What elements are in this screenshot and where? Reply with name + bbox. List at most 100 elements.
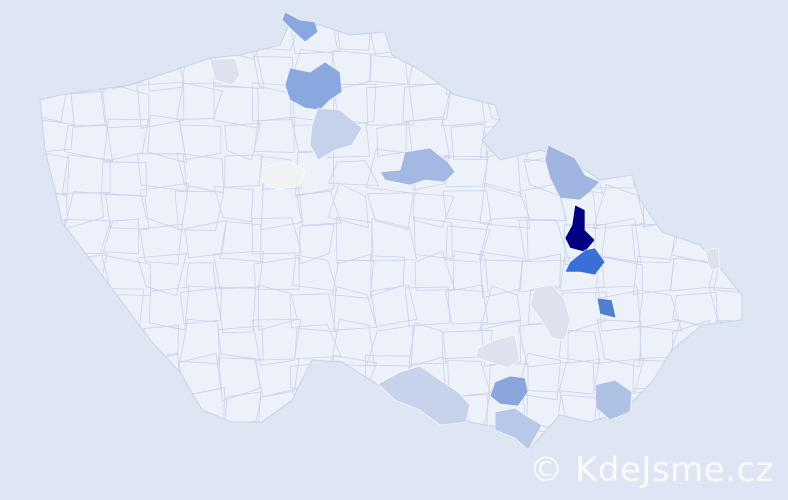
district [100,80,150,129]
district [213,84,259,129]
district [714,357,742,394]
highlighted-district [261,161,306,191]
district [447,360,491,399]
district [179,318,221,365]
district [176,82,224,120]
district [632,256,675,295]
district [139,223,183,265]
district [518,253,562,293]
district [327,182,369,229]
district [668,80,718,118]
district [222,421,261,448]
district [748,17,788,59]
highlighted-district [475,334,521,369]
district [253,256,300,290]
district [445,53,492,95]
district [592,183,646,230]
district [479,285,521,331]
district [64,191,105,230]
highlighted-district [544,144,601,201]
district [520,85,569,127]
district [138,422,183,448]
district [40,118,74,155]
district [296,190,342,226]
highlighted-district [209,57,241,86]
district [212,250,265,290]
district [408,322,447,365]
district [447,426,487,448]
district [479,182,531,229]
district [713,253,742,295]
district [224,122,262,161]
highlighted-district [494,407,543,451]
district [558,329,601,365]
district [441,22,488,62]
district [634,148,684,192]
district [294,324,342,360]
district [412,192,455,228]
district [136,253,187,297]
district [184,219,228,258]
district [366,83,415,126]
district [331,260,375,299]
district [182,425,224,448]
district [751,191,788,221]
district [67,288,108,326]
district [484,22,526,59]
district [405,116,451,161]
district [214,286,257,334]
district [224,154,263,188]
district [594,256,643,300]
district [218,357,261,402]
district [442,190,492,224]
district [296,388,338,434]
district [67,22,109,51]
district [138,22,189,56]
district [594,115,642,161]
highlighted-district [489,375,529,407]
district [592,358,645,394]
district [333,285,378,331]
district [670,119,719,152]
district [40,289,76,333]
district [452,250,489,293]
district [136,81,185,129]
highlighted-district [281,11,319,43]
district [110,359,141,391]
district [679,354,711,398]
district [251,82,292,122]
district [370,284,418,327]
district [332,427,370,448]
district [292,254,338,292]
district [518,219,570,262]
district [176,22,222,59]
highlighted-district [379,147,456,186]
district [371,423,415,448]
district [253,420,297,448]
district [518,183,568,221]
district [102,218,140,255]
district [479,251,523,299]
district [102,118,149,163]
district [749,220,788,260]
district [715,319,742,363]
district [413,216,453,260]
district [404,286,451,327]
district [328,160,380,186]
district [144,388,180,430]
district [291,428,336,448]
highlighted-district [594,379,633,421]
district [370,255,406,297]
district [558,358,601,395]
district [597,81,639,130]
district [636,114,673,163]
district [595,22,636,53]
highlighted-district [564,247,606,276]
district [403,423,452,448]
district [100,386,144,427]
district [253,116,295,153]
district [254,358,300,398]
district [707,387,742,435]
district [746,291,788,329]
